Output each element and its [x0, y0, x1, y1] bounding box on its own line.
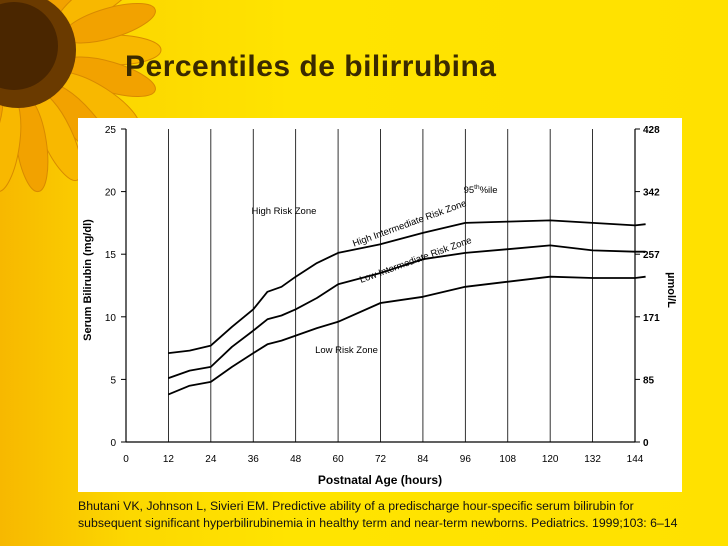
x-tick-label: 48	[290, 454, 302, 465]
x-tick-label: 96	[460, 454, 472, 465]
zone-annotation: Low Intermediate Risk Zone	[358, 235, 473, 286]
y-tick-label: 15	[105, 250, 117, 261]
bilirubin-chart: 0 12 24 36 48 60 72 84 96 108 120 132 144 0 5 10 15 20 25 4…	[82, 125, 677, 487]
citation: Bhutani VK, Johnson L, Sivieri EM. Predi…	[78, 498, 718, 532]
citation-line-1: Bhutani VK, Johnson L, Sivieri EM. Predi…	[78, 499, 634, 513]
percentile-curve-3	[168, 275, 646, 396]
x-tick-label: 72	[375, 454, 387, 465]
slide-title: Percentiles de bilirrubina	[125, 50, 497, 83]
line-layer	[168, 219, 646, 396]
zone-annotation: High Risk Zone	[251, 206, 316, 217]
y-tick-label: 5	[110, 375, 116, 386]
x-tick-label: 84	[417, 454, 429, 465]
y2-axis-label: µmol/L	[665, 272, 677, 308]
citation-line-2: subsequent significant hyperbilirubinemi…	[78, 516, 678, 530]
sunflower-decoration	[0, 0, 162, 193]
y-axis-label: Serum Bilirubin (mg/dl)	[82, 219, 94, 341]
annotation-layer: High Risk Zone High Intermediate Risk Zon…	[251, 184, 497, 356]
x-tick-label: 12	[163, 454, 175, 465]
y2-tick-label: 171	[643, 313, 660, 324]
y-tick-label: 10	[105, 313, 117, 324]
x-axis-label: Postnatal Age (hours)	[318, 473, 442, 487]
y2-tick-label: 257	[643, 250, 660, 261]
y2-tick-label: 342	[643, 188, 660, 199]
sunflower-petals	[0, 0, 162, 193]
zone-annotation: 95th%ile	[464, 184, 498, 196]
annotation-suffix: %ile	[480, 185, 498, 196]
y-tick-label: 20	[105, 188, 117, 199]
sunflower-seed-inner	[0, 2, 58, 90]
x-tick-label: 108	[499, 454, 516, 465]
chart-panel: 0 12 24 36 48 60 72 84 96 108 120 132 144 0 5 10 15 20 25 4…	[78, 118, 682, 492]
tick-layer: 0 12 24 36 48 60 72 84 96 108 120 132 144 0 5 10 15 20 25 4…	[105, 125, 660, 465]
y2-tick-label: 428	[643, 125, 660, 136]
annotation-superscript: th	[474, 184, 480, 191]
y2-tick-label: 0	[643, 438, 649, 449]
x-tick-label: 24	[205, 454, 217, 465]
grid-layer	[125, 129, 636, 443]
percentile-curve-2	[168, 244, 646, 379]
zone-annotation: Low Risk Zone	[315, 345, 378, 356]
percentile-curve-1	[168, 219, 646, 354]
y-tick-label: 25	[105, 125, 117, 136]
y2-tick-label: 85	[643, 375, 655, 386]
x-tick-label: 60	[333, 454, 345, 465]
x-tick-label: 120	[542, 454, 559, 465]
x-tick-label: 144	[627, 454, 644, 465]
x-tick-label: 0	[123, 454, 129, 465]
x-tick-label: 132	[584, 454, 601, 465]
x-tick-label: 36	[248, 454, 260, 465]
y-tick-label: 0	[110, 438, 116, 449]
